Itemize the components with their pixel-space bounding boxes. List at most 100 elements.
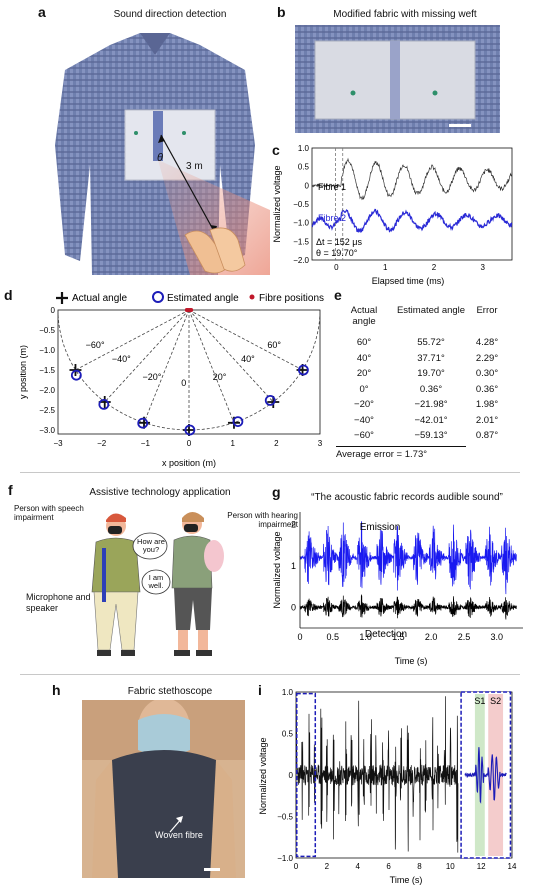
chart-c-xtick: 3 bbox=[481, 263, 486, 272]
guide-ray bbox=[188, 309, 235, 423]
chart-g-xtick: 2.5 bbox=[458, 632, 471, 642]
cell-actual: −20° bbox=[354, 399, 374, 411]
angle-label: 0 bbox=[181, 378, 186, 388]
chart-d-xlabel: x position (m) bbox=[162, 458, 216, 468]
panel-a-title: Sound direction detection bbox=[113, 9, 227, 20]
s2-label: S2 bbox=[490, 696, 501, 706]
chart-c-xlabel: Elapsed time (ms) bbox=[372, 276, 445, 286]
chart-i: 1.00.50−0.5−1.00 2 4 6 8 10 12 14 S1 S2 Time (s)… bbox=[258, 688, 517, 885]
series-heartbeat bbox=[295, 696, 459, 853]
table-row: 40° 37.71° 2.29° bbox=[336, 351, 504, 367]
chart-i-xtick: 10 bbox=[446, 862, 455, 871]
table-row: −60° −59.13° 0.87° bbox=[336, 428, 504, 444]
microphone-label: Microphone and speaker bbox=[26, 592, 91, 613]
chart-i-ytick: 0 bbox=[289, 771, 294, 780]
cell-error: 0.36° bbox=[475, 383, 499, 395]
chart-i-xtick: 14 bbox=[508, 862, 517, 871]
panel-h-letter: h bbox=[52, 682, 61, 698]
chart-g-ytick: 1 bbox=[291, 561, 296, 571]
chart-d-xtick: −1 bbox=[141, 439, 151, 448]
cell-estimated: −21.98° bbox=[414, 399, 448, 411]
speech-label: Person with speech impairment bbox=[14, 504, 84, 522]
guide-ray bbox=[143, 309, 190, 423]
cell-error: 4.28° bbox=[475, 337, 499, 349]
chart-i-xtick: 0 bbox=[294, 862, 299, 871]
panel-g-title: “The acoustic fabric records audible sou… bbox=[311, 492, 503, 503]
cell-actual: 0° bbox=[359, 383, 369, 395]
woven-fibre-label: Woven fibre bbox=[155, 830, 203, 840]
panel-d-letter: d bbox=[4, 287, 13, 303]
chart-d-xtick: 1 bbox=[230, 439, 235, 448]
cell-actual: 60° bbox=[356, 337, 372, 349]
cell-actual: −60° bbox=[354, 430, 374, 442]
chart-i-xtick: 4 bbox=[355, 862, 360, 871]
chart-d-ytick: −2.5 bbox=[39, 406, 55, 415]
cell-error: 1.98° bbox=[475, 399, 499, 411]
emission-label: Emission bbox=[360, 522, 401, 533]
chart-c: 1.0 0.5 0 −0.5 −1.0 −1.5 −2.0 0 1 2 3 Fibre 1 Fibr… bbox=[272, 144, 513, 286]
bubble-answer-text: I am well. bbox=[148, 573, 164, 590]
highlight-box-inset bbox=[460, 691, 512, 859]
angle-label: −40° bbox=[112, 354, 131, 364]
chart-i-ytick: −1.0 bbox=[277, 854, 293, 863]
chart-g-xtick: 1.5 bbox=[392, 632, 405, 642]
chart-i-ytick: 0.5 bbox=[282, 730, 294, 739]
estimated-angle-marker bbox=[184, 424, 196, 436]
theta-value-label: θ = 19.70° bbox=[316, 248, 358, 258]
chart-g-xtick: 0 bbox=[297, 632, 302, 642]
chart-c-xtick: 2 bbox=[432, 263, 437, 272]
chart-d-ytick: −3.0 bbox=[39, 426, 55, 435]
panel-f-letter: f bbox=[8, 482, 13, 498]
fabric-image bbox=[295, 25, 500, 133]
legend-estimated-marker bbox=[152, 291, 164, 303]
legend-actual-label: Actual angle bbox=[72, 293, 127, 304]
chart-g-xtick: 3.0 bbox=[491, 632, 504, 642]
table-row: 0° 0.36° 0.36° bbox=[336, 382, 504, 398]
section-divider bbox=[20, 674, 520, 675]
panel-b-title: Modified fabric with missing weft bbox=[333, 9, 477, 20]
chart-g-xlabel: Time (s) bbox=[395, 656, 428, 666]
cell-estimated: 55.72° bbox=[417, 337, 445, 349]
header-estimated-angle: Estimated angle bbox=[396, 305, 466, 316]
guide-ray bbox=[75, 309, 190, 371]
fibre-2-label: Fibre 2 bbox=[318, 213, 346, 223]
chart-g: 2 1 0 0 0.5 1.0 1.5 2.0 2.5 3.0 Emission Detectio… bbox=[272, 512, 523, 666]
angle-label: 40° bbox=[241, 354, 255, 364]
estimated-angle-marker bbox=[70, 369, 82, 381]
cell-error: 0.87° bbox=[475, 430, 499, 442]
speech-bubble-answer bbox=[141, 569, 171, 595]
guide-ray bbox=[104, 309, 190, 403]
hearing-label: Person with hearing impairment bbox=[227, 511, 298, 529]
chart-c-ytick: 1.0 bbox=[298, 144, 310, 153]
chart-i-xlabel: Time (s) bbox=[390, 875, 423, 885]
cell-actual: 40° bbox=[356, 352, 372, 364]
chart-d: Actual angle Estimated angle Fibre posit… bbox=[20, 291, 324, 468]
stethoscope-image bbox=[82, 700, 245, 878]
legend-actual-marker bbox=[56, 292, 68, 304]
cell-actual: 20° bbox=[356, 368, 372, 380]
chart-d-ytick: −2.0 bbox=[39, 386, 55, 395]
chart-c-ylabel: Normalized voltage bbox=[272, 165, 282, 242]
panel-e-letter: e bbox=[334, 287, 342, 303]
inset-s1-s2: S1 S2 bbox=[460, 691, 512, 859]
fibre-1-label: Fibre 1 bbox=[318, 182, 346, 192]
table-row: 20° 19.70° 0.30° bbox=[336, 366, 504, 382]
chart-i-xtick: 8 bbox=[417, 862, 422, 871]
series-detection bbox=[299, 594, 517, 620]
stethoscope-photo bbox=[82, 700, 245, 878]
chart-i-ytick: 1.0 bbox=[282, 688, 294, 697]
cell-estimated: 0.36° bbox=[419, 383, 443, 395]
detection-label: Detection bbox=[365, 629, 407, 640]
table-row: 60° 55.72° 4.28° bbox=[336, 335, 504, 351]
cell-error: 2.01° bbox=[475, 414, 499, 426]
angle-label: −20° bbox=[142, 372, 161, 382]
chart-d-ytick: 0 bbox=[51, 306, 56, 315]
chart-i-xtick: 6 bbox=[386, 862, 391, 871]
legend-estimated-label: Estimated angle bbox=[167, 293, 239, 304]
cell-estimated: 19.70° bbox=[417, 368, 445, 380]
series-fibre-1 bbox=[311, 157, 513, 201]
estimated-angle-marker bbox=[298, 364, 309, 376]
cell-error: 2.29° bbox=[475, 352, 499, 364]
chart-c-ytick: −2.0 bbox=[293, 256, 309, 265]
chart-g-ytick: 0 bbox=[291, 602, 296, 612]
